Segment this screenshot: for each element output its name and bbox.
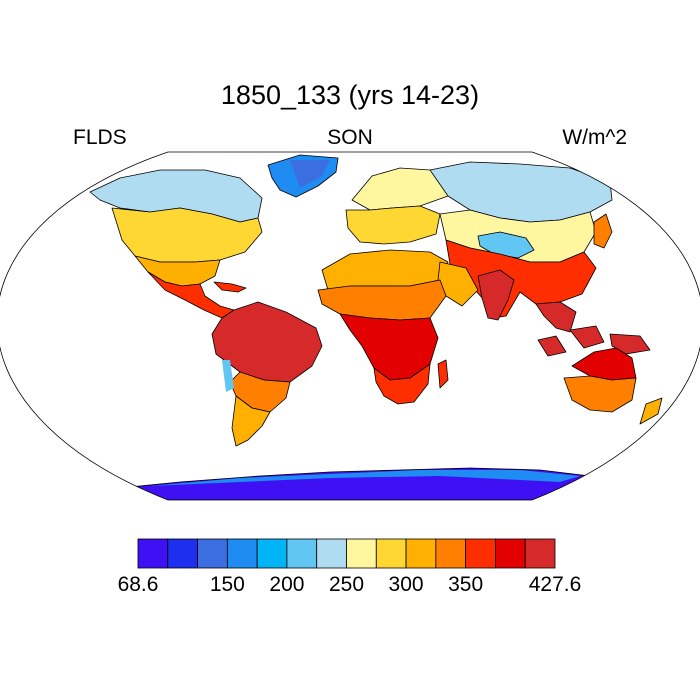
colorbar-swatch (316, 538, 347, 569)
south-america-south (231, 395, 271, 447)
colorbar-swatch (524, 538, 556, 569)
new-zealand (639, 397, 663, 425)
colorbar-swatch (375, 538, 407, 569)
colorbar-tick-label: 150 (209, 573, 245, 596)
colorbar-tick-label: 250 (328, 573, 365, 596)
antarctica-rim (150, 470, 580, 486)
colorbar-swatch (346, 538, 377, 569)
colorbar-swatch (167, 538, 198, 569)
variable-label: FLDS (73, 126, 127, 149)
colorbar-swatch (435, 538, 467, 569)
greenland-edge (290, 160, 330, 188)
colorbar-swatch (465, 538, 496, 569)
indonesia-2 (569, 325, 605, 349)
colorbar-swatch (197, 538, 228, 569)
australia-south (563, 375, 637, 413)
units-label: W/m^2 (562, 126, 627, 149)
europe-central (345, 205, 441, 245)
new-guinea (609, 333, 651, 355)
south-america-north (211, 301, 323, 383)
colorbar-tick-label: 350 (448, 573, 484, 596)
colorbar-swatch (256, 538, 288, 569)
central-america (147, 271, 235, 319)
colorbar-tick-label: 200 (269, 573, 305, 596)
southern-africa (373, 363, 431, 405)
colorbar-tick-label: 68.6 (117, 573, 159, 596)
colorbar-swatch (405, 538, 437, 569)
indonesia-1 (537, 335, 567, 357)
map-title: 1850_133 (yrs 14-23) (220, 80, 480, 110)
india (477, 269, 515, 321)
madagascar (437, 359, 449, 389)
globe-outline (0, 151, 700, 501)
tibet-plateau (477, 231, 535, 259)
colorbar-tick-label: 427.6 (528, 573, 582, 596)
colorbar-swatch (495, 538, 526, 569)
sahel (317, 279, 447, 321)
andes-band (222, 360, 234, 392)
southeast-asia (535, 301, 577, 333)
colorbar-swatch (137, 538, 169, 569)
colorbar-tick-label: 300 (388, 573, 424, 596)
japan (593, 213, 613, 249)
caribbean (213, 281, 247, 293)
colorbar-swatch (226, 538, 258, 569)
colorbar-swatch (286, 538, 318, 569)
season-label: SON (327, 126, 373, 149)
colorbar (137, 538, 556, 569)
